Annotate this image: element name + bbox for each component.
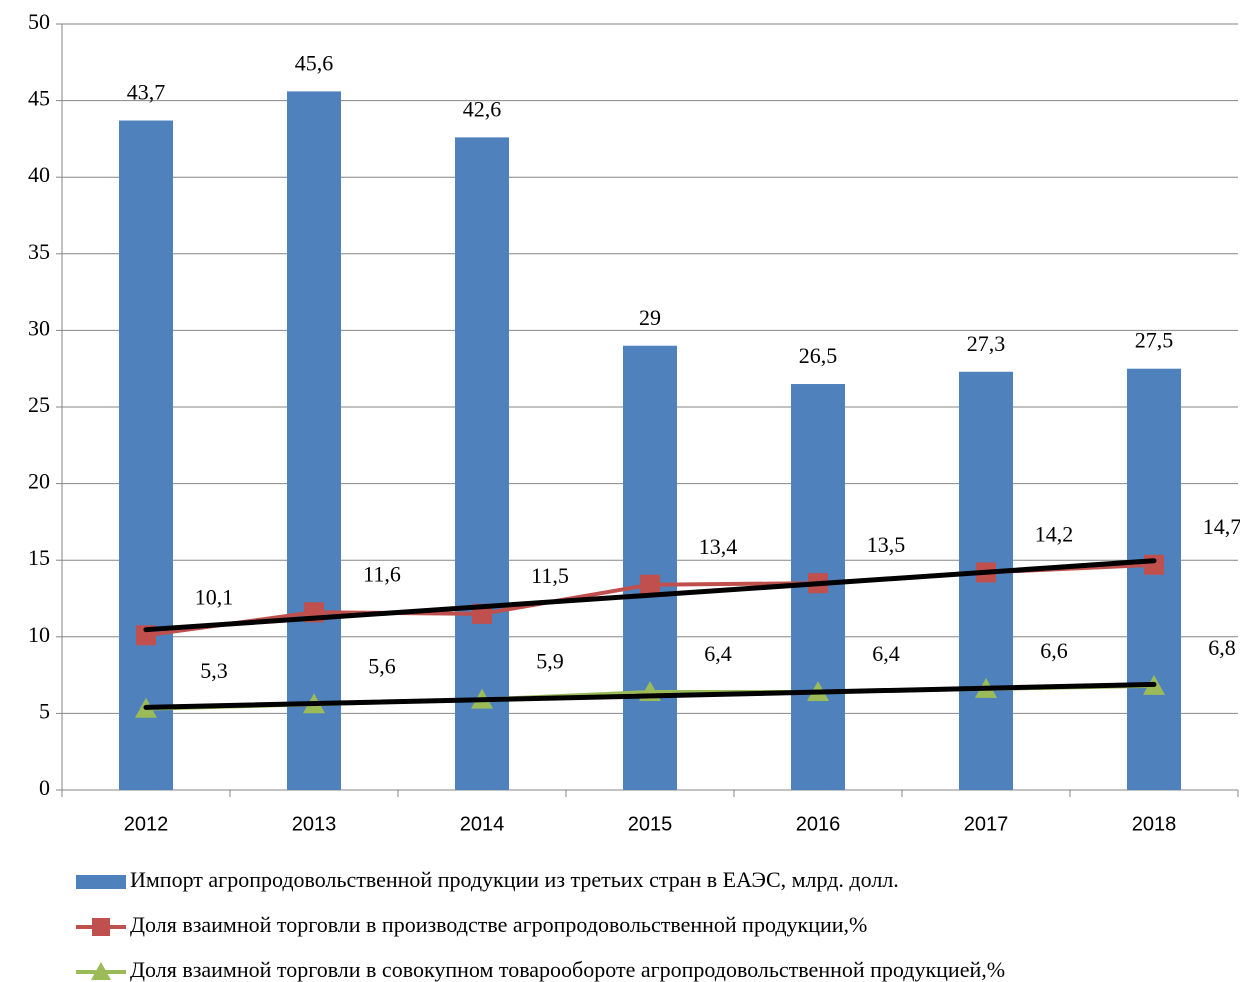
y-tick-label: 50 [28,9,50,34]
data-label: 14,7 [1203,514,1240,539]
data-label: 6,8 [1208,635,1236,660]
data-label: 13,5 [867,532,906,557]
bar [287,91,341,790]
legend-label: Доля взаимной торговли в производстве аг… [130,912,867,937]
y-tick-label: 30 [28,315,50,340]
data-label: 14,2 [1035,522,1074,547]
marker [1144,554,1164,575]
y-tick-label: 35 [28,239,50,264]
y-tick-label: 15 [28,545,50,570]
legend-swatch [76,875,126,889]
trendline [143,558,1157,633]
data-label: 26,5 [799,343,838,368]
data-label: 5,9 [536,649,564,674]
data-label: 5,6 [368,653,396,678]
y-tick-label: 25 [28,392,50,417]
data-label: 43,7 [127,80,166,105]
x-tick-label: 2015 [628,813,673,835]
marker [640,574,660,595]
bar [623,345,677,790]
y-tick-label: 0 [39,775,50,800]
data-label: 11,6 [363,561,401,586]
legend-label: Импорт агропродовольственной продукции и… [130,867,899,892]
data-label: 45,6 [295,50,334,75]
y-tick-label: 20 [28,469,50,494]
data-label: 27,3 [967,331,1006,356]
y-tick-label: 45 [28,86,50,111]
data-label: 11,5 [531,563,569,588]
legend-label: Доля взаимной торговли в совокупном това… [130,957,1005,982]
y-tick-label: 40 [28,162,50,187]
y-tick-label: 10 [28,622,50,647]
data-label: 29 [639,305,661,330]
x-tick-label: 2013 [292,813,337,835]
bar [119,120,173,791]
data-label: 42,6 [463,96,502,121]
legend-marker [91,962,111,980]
x-tick-label: 2012 [124,813,169,835]
data-label: 6,4 [872,641,900,666]
legend-marker [92,918,110,936]
bar [1127,368,1181,790]
data-label: 6,6 [1040,638,1068,663]
x-tick-label: 2016 [796,813,841,835]
data-label: 5,3 [200,658,228,683]
data-label: 27,5 [1135,328,1174,353]
data-label: 13,4 [699,534,738,559]
x-tick-label: 2014 [460,813,505,835]
x-tick-label: 2018 [1132,813,1177,835]
bar [455,137,509,791]
data-label: 10,1 [195,584,234,609]
trendline [143,681,1157,710]
data-label: 6,4 [704,641,732,666]
y-tick-label: 5 [39,698,50,723]
x-tick-label: 2017 [964,813,1009,835]
